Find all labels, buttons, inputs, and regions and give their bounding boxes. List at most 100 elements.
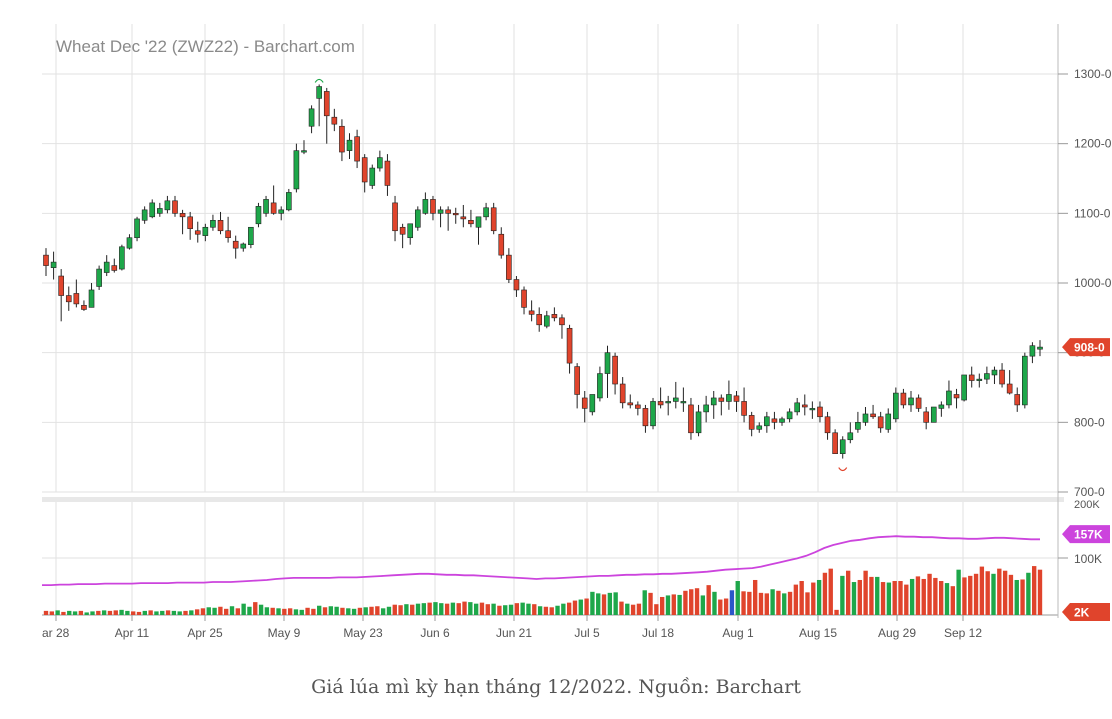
candle-down	[733, 395, 740, 402]
volume-bar	[49, 611, 54, 615]
volume-bar	[747, 591, 752, 615]
volume-bar	[78, 610, 84, 615]
volume-bar	[61, 611, 66, 615]
volume-bar	[160, 610, 165, 615]
volume-bar	[235, 608, 241, 615]
volume-bar	[299, 609, 304, 615]
volume-bar	[177, 611, 182, 615]
volume-bar	[537, 606, 543, 615]
candle-up	[157, 208, 163, 214]
volume-bar	[718, 599, 723, 615]
candle-down	[635, 404, 641, 409]
volume-bar	[619, 601, 624, 615]
volume-bar	[293, 609, 299, 615]
high-marker	[314, 78, 324, 83]
volume-bar	[165, 610, 171, 615]
volume-bar	[758, 592, 764, 615]
volume-bar	[683, 590, 688, 615]
candle-up	[908, 397, 914, 406]
volume-bar	[840, 575, 845, 615]
candle-down	[384, 160, 391, 186]
volume-bar	[392, 604, 397, 615]
candle-up	[847, 432, 854, 441]
candle-down	[513, 279, 520, 291]
volume-bar	[363, 607, 368, 615]
volume-bar	[968, 575, 973, 615]
volume-bar	[665, 595, 671, 615]
volume-bar	[427, 602, 432, 615]
candle-down	[900, 392, 907, 406]
candle-down	[430, 199, 436, 214]
date-tick-label: Sep 12	[944, 626, 982, 640]
volume-bar	[578, 599, 583, 615]
candle-up	[885, 413, 892, 430]
volume-bar	[526, 603, 531, 615]
volume-bar	[90, 611, 95, 615]
candle-up	[248, 226, 254, 245]
candle-down	[354, 136, 360, 162]
volume-bar	[84, 612, 89, 615]
volume-bar	[677, 594, 682, 615]
candle-up	[543, 315, 550, 327]
candle-up	[938, 404, 945, 409]
volume-bar	[148, 610, 153, 615]
candle-up	[103, 261, 110, 273]
candle-down	[521, 289, 527, 308]
volume-bar	[351, 608, 357, 615]
volume-bar	[1020, 579, 1025, 615]
candle-up	[991, 369, 998, 376]
candle-down	[748, 415, 755, 430]
volume-bar	[555, 605, 560, 615]
volume-bar	[497, 605, 502, 615]
volume-bar	[264, 607, 270, 615]
date-tick-label: Jul 5	[574, 626, 600, 640]
volume-bar	[305, 607, 310, 615]
candle-up	[672, 397, 679, 402]
volume-bar	[456, 603, 461, 615]
candle-up	[149, 202, 156, 218]
candle-up	[703, 404, 709, 413]
volume-bar	[1002, 570, 1008, 615]
candle-down	[187, 216, 193, 229]
candle-up	[377, 157, 383, 169]
last-volume-badge-shape	[1062, 603, 1110, 621]
candle-down	[179, 213, 186, 218]
date-tick-label: Jun 21	[496, 626, 532, 640]
date-tick-label: May 23	[343, 626, 383, 640]
volume-bar	[834, 609, 839, 615]
volume-bar	[991, 573, 996, 615]
pane-separator	[42, 497, 1064, 502]
candle-up	[726, 394, 732, 402]
candle-up	[710, 397, 717, 406]
volume-bar	[171, 610, 177, 615]
volume-bar	[898, 581, 903, 615]
candle-down	[581, 397, 588, 409]
candle-up	[855, 422, 861, 430]
volume-bar	[875, 576, 880, 615]
candle-down	[968, 374, 975, 381]
volume-bar	[892, 581, 897, 615]
candle-up	[141, 209, 148, 221]
volume-bar	[1014, 579, 1019, 615]
volume-bar	[473, 603, 479, 615]
volume-bar	[654, 604, 659, 615]
candle-down	[490, 207, 497, 232]
candle-down	[217, 220, 224, 232]
volume-bar	[851, 582, 857, 615]
date-tick-label: Aug 1	[722, 626, 754, 640]
volume-bar	[973, 573, 979, 615]
candle-down	[452, 213, 459, 216]
volume-bar	[439, 603, 444, 615]
chart-caption: Giá lúa mì kỳ hạn tháng 12/2022. Nguồn: …	[311, 676, 801, 698]
candle-down	[657, 401, 664, 406]
candle-up	[893, 392, 899, 420]
candle-down	[225, 230, 231, 239]
open-interest-badge-label: 157K	[1074, 528, 1103, 542]
candle-down	[612, 355, 618, 385]
grid-lines	[42, 24, 1064, 618]
volume-series	[43, 566, 1043, 615]
volume-bar	[218, 606, 223, 615]
volume-bar	[444, 603, 450, 615]
volume-bar	[845, 570, 851, 615]
candle-down	[817, 406, 823, 418]
